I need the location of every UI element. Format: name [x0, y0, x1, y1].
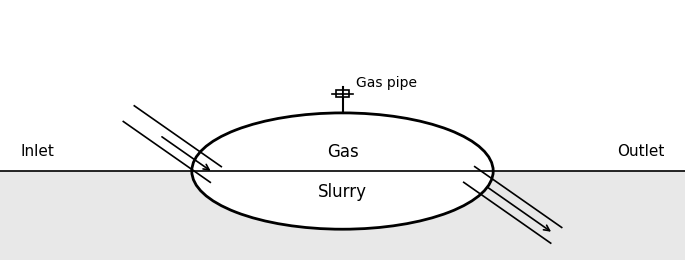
Text: Outlet: Outlet	[617, 144, 664, 159]
Text: Slurry: Slurry	[318, 183, 367, 200]
Bar	[0, 171, 685, 260]
Bar	[336, 90, 342, 97]
Ellipse shape	[192, 113, 493, 229]
Text: Inlet: Inlet	[21, 144, 54, 159]
Text: Gas pipe: Gas pipe	[356, 76, 417, 90]
Text: Gas: Gas	[327, 143, 358, 161]
Bar	[342, 90, 349, 97]
